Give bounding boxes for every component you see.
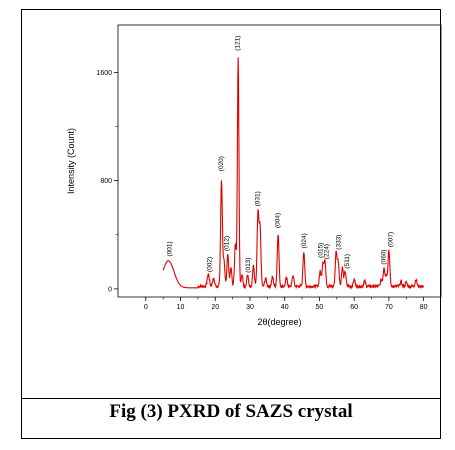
y-tick-label: 0 xyxy=(108,286,112,293)
peak-label: (002) xyxy=(207,257,214,272)
x-tick-label: 60 xyxy=(350,304,358,311)
y-axis-title: Intensity (Count) xyxy=(66,128,76,194)
peak-label: (012) xyxy=(224,236,231,251)
peak-label: (333) xyxy=(336,235,343,250)
peak-label: (121) xyxy=(234,36,241,51)
pxrd-chart: 0 10 20 30 40 50 60 70 80080016002θ(degree)Inten… xyxy=(66,24,442,327)
x-tick-label: 0 xyxy=(144,304,148,311)
x-tick-label: 40 xyxy=(281,304,289,311)
peak-label: (511) xyxy=(344,254,351,269)
peak-label: (015) xyxy=(317,243,324,258)
peak-label: (020) xyxy=(218,156,225,171)
pxrd-pattern-line xyxy=(162,57,424,290)
peak-label: (004) xyxy=(275,213,282,228)
peak-label: (007) xyxy=(387,232,394,247)
pattern-layer xyxy=(162,57,424,290)
plot-area-border xyxy=(117,24,442,298)
peak-label: (031) xyxy=(254,191,261,206)
figure-frame xyxy=(21,9,441,439)
x-tick-label: 80 xyxy=(420,304,428,311)
x-tick-label: 10 xyxy=(177,304,185,311)
figure-caption: Fig (3) PXRD of SAZS crystal xyxy=(109,401,353,422)
x-tick-label: 30 xyxy=(246,304,254,311)
peak-label: (224) xyxy=(323,244,330,259)
y-tick-label: 1600 xyxy=(96,70,112,77)
x-tick-label: 20 xyxy=(211,304,219,311)
x-tick-label: 50 xyxy=(316,304,324,311)
caption-divider xyxy=(21,398,441,399)
y-tick-label: 800 xyxy=(100,178,112,185)
peak-label: (024) xyxy=(301,233,308,248)
chart-axes: 0 10 20 30 40 50 60 70 80080016002θ(degree)Inten… xyxy=(66,24,442,327)
x-tick-label: 70 xyxy=(385,304,393,311)
peak-label-layer: (001) (002) (020) (012) (121) (013) (031) (004)… xyxy=(166,36,394,273)
peak-label: (013) xyxy=(245,258,252,273)
x-axis-title: 2θ(degree) xyxy=(257,317,301,327)
peak-label: (001) xyxy=(166,241,173,256)
peak-label: (060) xyxy=(380,249,387,264)
